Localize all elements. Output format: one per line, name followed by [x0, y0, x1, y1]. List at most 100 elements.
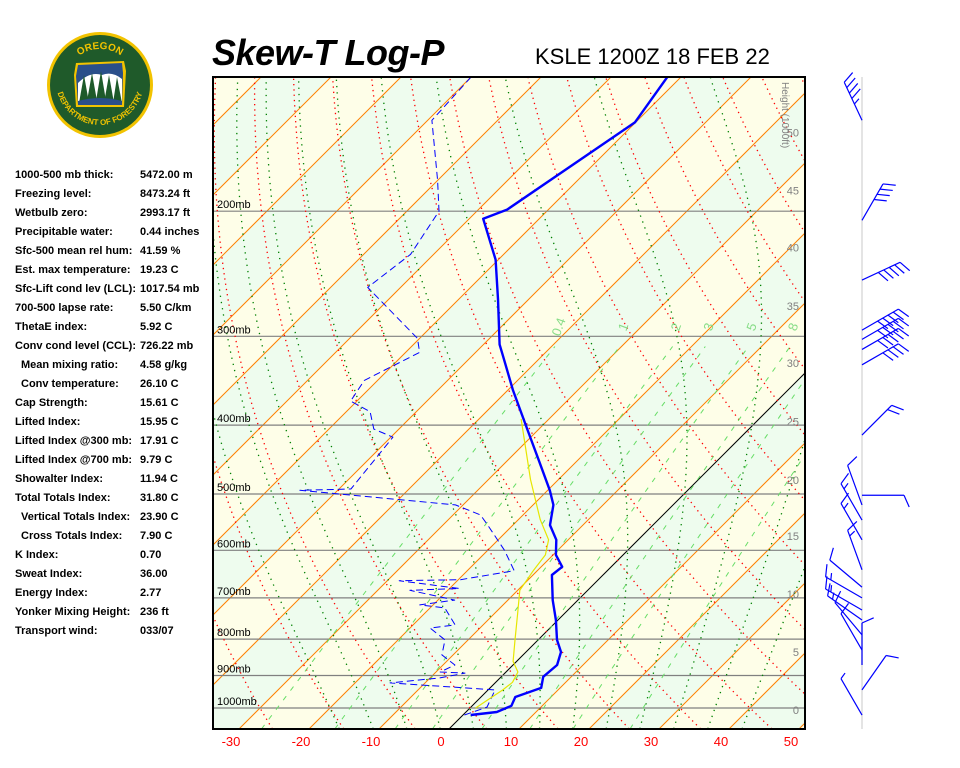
isotherm	[378, 302, 805, 729]
temperature-tick-label: 30	[644, 734, 658, 749]
wind-barb-full	[848, 83, 859, 94]
wind-barb	[829, 547, 863, 588]
wind-barb-full	[847, 456, 858, 466]
stat-value: 2993.17 ft	[140, 207, 191, 219]
stat-value: 033/07	[140, 625, 174, 637]
height-tick-label: 10	[787, 589, 799, 601]
dry-adiabat	[919, 78, 960, 729]
isotherm	[798, 722, 805, 729]
plot-border	[212, 76, 806, 730]
stat-value: 236 ft	[140, 606, 169, 618]
isotherm	[588, 512, 805, 729]
pressure-label: 1000mb	[217, 696, 257, 708]
mixing-ratio-line	[261, 346, 556, 729]
wind-barb-full	[877, 329, 889, 339]
wind-barb-half	[843, 482, 849, 490]
wind-barb	[861, 327, 910, 350]
stat-row: Lifted Index @700 mb: 9.79 C	[15, 454, 215, 473]
wind-barb-full	[834, 590, 842, 603]
wind-barb	[862, 494, 910, 508]
temperature-tick-label: 40	[714, 734, 728, 749]
wind-barb-full	[903, 495, 910, 508]
height-tick-label: 0	[793, 705, 799, 717]
dry-adiabat	[800, 77, 805, 87]
isotherm	[213, 92, 805, 686]
pressure-label: 500mb	[217, 482, 251, 494]
stat-label: Precipitable water:	[15, 226, 113, 238]
dry-adiabat	[410, 78, 773, 729]
wind-barb-half	[830, 585, 833, 593]
wind-barb	[843, 72, 863, 121]
wind-barb-full	[894, 264, 905, 274]
wind-barb-staff	[861, 404, 893, 436]
wind-barb-staff	[861, 343, 899, 366]
wind-barb-full	[882, 183, 896, 186]
stat-value: 7.90 C	[140, 530, 173, 542]
stat-value: 8473.24 ft	[140, 188, 191, 200]
stat-value: 15.95 C	[140, 416, 179, 428]
stat-value: 41.59 %	[140, 245, 181, 257]
stat-label: Wetbulb zero:	[15, 207, 88, 219]
stat-row: Sweat Index: 36.00	[15, 568, 215, 587]
stat-row: Transport wind: 033/07	[15, 625, 215, 644]
stat-label: ThetaE index:	[15, 321, 88, 333]
wind-barb-full	[892, 330, 904, 340]
wind-barb	[861, 317, 910, 340]
wind-barb-staff	[843, 81, 863, 121]
wind-barb	[825, 564, 863, 599]
stat-row: Yonker Mixing Height: 236 ft	[15, 606, 215, 625]
temperature-tick-label: -10	[362, 734, 381, 749]
stat-row: Showalter Index: 11.94 C	[15, 473, 215, 492]
wind-barb-full	[840, 472, 850, 485]
station-time-label: KSLE 1200Z 18 FEB 22	[535, 44, 770, 69]
stat-value: 19.23 C	[140, 264, 179, 276]
height-tick-label: 25	[787, 416, 799, 428]
wind-barb-staff	[840, 613, 863, 651]
wind-barb-staff	[825, 588, 863, 611]
stat-value: 36.00	[140, 568, 168, 580]
stat-row: K Index: 0.70	[15, 549, 215, 568]
temperature-tick-label: -20	[292, 734, 311, 749]
isotherm	[213, 77, 612, 476]
isotherm	[213, 77, 472, 336]
stat-value: 15.61 C	[140, 397, 179, 409]
stat-row: Freezing level: 8473.24 ft	[15, 188, 215, 207]
plot-background	[213, 77, 805, 729]
wind-barbs	[825, 72, 911, 716]
stat-label: 1000-500 mb thick:	[15, 169, 114, 181]
wind-barb-staff	[861, 317, 899, 340]
height-tick-label: 45	[787, 185, 799, 197]
chart-title: Skew-T Log-P	[212, 32, 445, 73]
wind-barb-full	[887, 408, 900, 415]
mixing-ratio-line	[481, 346, 749, 729]
wind-barb-staff	[829, 559, 863, 588]
height-tick-label: 5	[793, 647, 799, 659]
wind-barb-full	[829, 547, 834, 561]
wind-barb-full	[892, 320, 904, 330]
stat-label: Energy Index:	[15, 587, 88, 599]
stat-label: Conv cond level (CCL):	[15, 340, 137, 352]
mixing-ratio-line	[334, 346, 621, 729]
wind-barb	[861, 308, 910, 331]
reference-lines	[213, 77, 960, 729]
stat-label: Lifted Index:	[15, 416, 81, 428]
stat-value: 23.90 C	[140, 511, 179, 523]
dry-adiabat	[605, 77, 805, 437]
wind-barb	[840, 492, 863, 541]
stat-value: 11.94 C	[140, 473, 178, 485]
wind-barb-half	[830, 572, 833, 580]
wind-barb-full	[887, 349, 899, 358]
wind-barb-staff	[861, 261, 901, 281]
wind-barb	[861, 617, 874, 666]
pressure-label: 300mb	[217, 324, 251, 336]
mixing-ratio-label: 1	[615, 321, 632, 333]
wind-barb-full	[876, 193, 890, 197]
moist-adiabat	[213, 409, 340, 729]
temperature-tick-label: 10	[504, 734, 518, 749]
stat-label: Sfc-Lift cond lev (LCL):	[15, 283, 136, 295]
wind-barb-full	[825, 576, 828, 590]
pressure-label: 700mb	[217, 586, 251, 598]
height-tick-label: 15	[787, 531, 799, 543]
stat-label: Showalter Index:	[15, 473, 104, 485]
wind-barb-full	[892, 311, 904, 321]
